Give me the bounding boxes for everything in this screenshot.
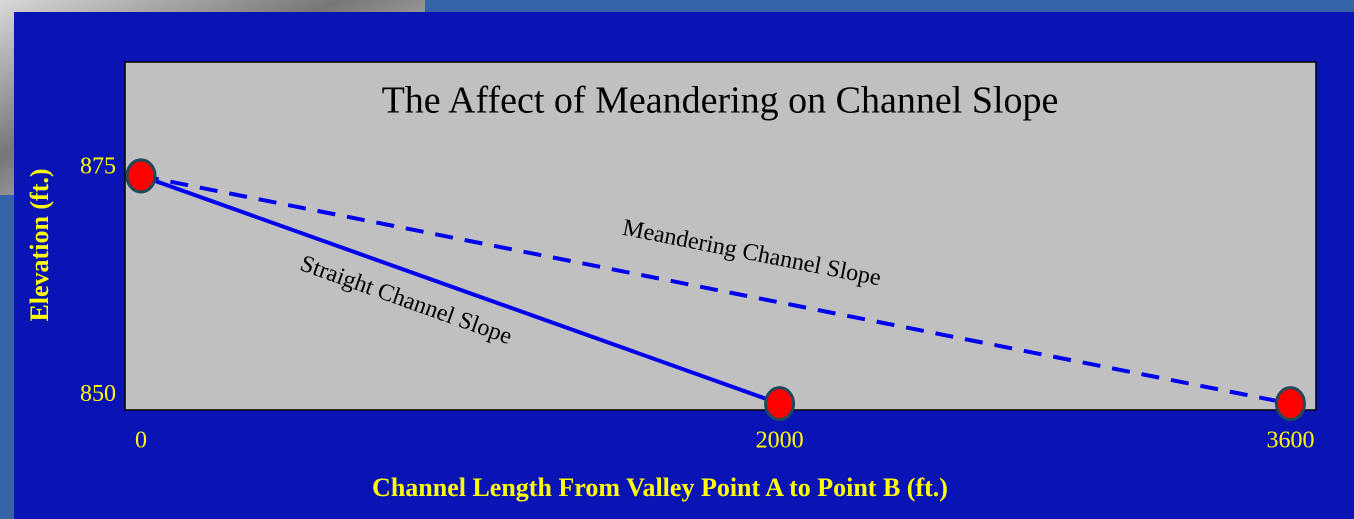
point-marker (1276, 388, 1304, 420)
point-marker (127, 160, 155, 192)
chart-title: The Affect of Meandering on Channel Slop… (382, 80, 1059, 122)
x-tick-label: 3600 (1266, 428, 1314, 454)
x-axis-title: Channel Length From Valley Point A to Po… (372, 473, 948, 502)
x-tick-label: 0 (135, 428, 147, 454)
x-tick-label: 2000 (756, 428, 804, 454)
y-tick-label: 875 (80, 153, 116, 179)
chart: The Affect of Meandering on Channel Slop… (0, 0, 1354, 519)
page: {"chart_data": {"type": "line", "title":… (0, 0, 1354, 519)
y-axis-title: Elevation (ft.) (25, 168, 54, 321)
point-marker (766, 388, 794, 420)
y-tick-label: 850 (80, 381, 116, 407)
